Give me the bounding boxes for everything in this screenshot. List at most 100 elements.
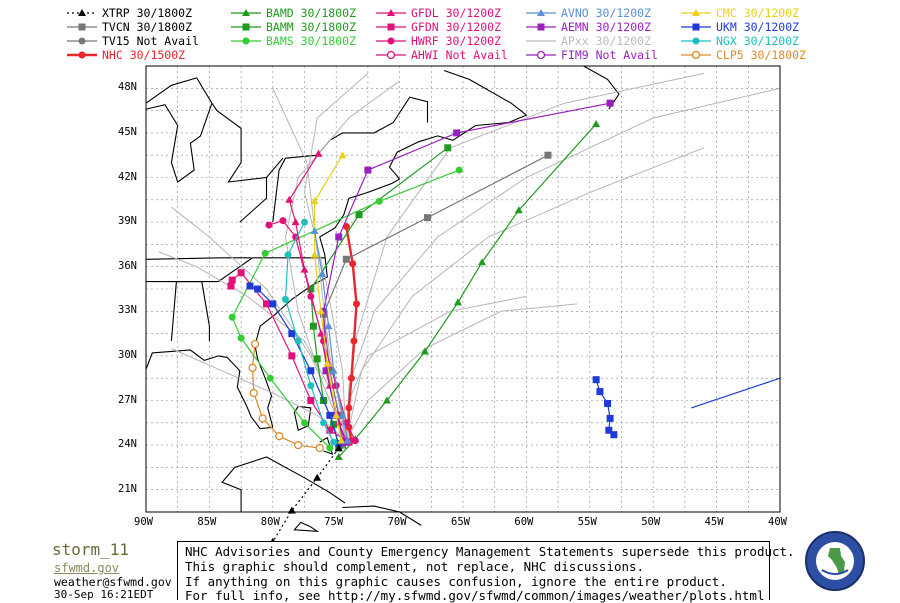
track-point-triangle (382, 396, 391, 404)
lat-tick-label: 24N (118, 438, 137, 451)
legend-item: NGX 30/1200Z (680, 34, 799, 48)
legend-label: FIM9 Not Avail (561, 48, 658, 62)
track-point-square (544, 151, 552, 159)
lon-tick-label: 65W (451, 516, 470, 528)
track-point-square (237, 269, 245, 277)
lon-tick-label: 70W (387, 516, 407, 528)
legend-swatch-icon (681, 23, 711, 31)
coastline (239, 177, 268, 223)
notice-line: This graphic should complement, not repl… (185, 559, 645, 574)
legend-label: TVCN 30/1800Z (102, 20, 193, 34)
legend-label: AHWI Not Avail (411, 48, 508, 62)
legend-item: UKM 30/1200Z (680, 20, 799, 34)
coastline-outlines (145, 65, 620, 532)
legend-swatch-icon (231, 23, 261, 31)
legend-label: APxx 30/1200Z (561, 34, 652, 48)
coastline (145, 77, 284, 183)
legend-label: XTRP 30/1800Z (102, 6, 193, 20)
notice-line: NHC Advisories and County Emergency Mana… (185, 544, 795, 559)
sfwmd-logo-text[interactable]: sfwmd.gov (54, 561, 120, 575)
legend-item: AVNO 30/1200Z (525, 6, 651, 20)
legend-swatch-icon (526, 23, 556, 31)
legend-swatch-icon (376, 23, 406, 31)
track-point-square (326, 367, 334, 375)
track-point-circle (350, 337, 358, 345)
lon-tick-label: 75W (324, 516, 344, 528)
ensemble-track (284, 80, 400, 441)
track-point-triangle (592, 119, 601, 127)
notice-line[interactable]: For full info, see http://my.sfwmd.gov/s… (185, 588, 765, 603)
track-line (268, 219, 356, 441)
track-point-triangle (334, 452, 343, 460)
coastline (293, 521, 320, 532)
track-point-triangle (310, 250, 319, 258)
track-avno (310, 227, 352, 444)
contact-email[interactable]: weather@sfwmd.gov (54, 575, 172, 589)
legend-swatch-icon (526, 50, 556, 60)
track-line (595, 379, 615, 436)
track-point-triangle (332, 411, 341, 419)
track-bamd (334, 119, 601, 460)
legend-item: NHC 30/1500Z (66, 48, 185, 62)
track-point-square (364, 166, 372, 174)
legend-label: HWRF 30/1200Z (411, 34, 502, 48)
legend-marker (537, 9, 545, 16)
track-point-triangle (324, 322, 333, 330)
ensemble-tracks (158, 72, 781, 441)
legend-marker (242, 9, 250, 16)
track-point-square (606, 99, 614, 107)
lat-tick-label: 30N (118, 348, 137, 361)
legend-swatch-icon (681, 50, 711, 60)
track-point-square (228, 276, 236, 284)
legend-item: BAMM 30/1800Z (230, 20, 356, 34)
track-line (338, 123, 597, 458)
legend-swatch-icon (526, 9, 556, 16)
legend-marker (537, 23, 545, 31)
legend-swatch-icon (231, 37, 261, 45)
coastline (145, 349, 273, 430)
track-point-square (307, 367, 315, 375)
track-point-circle (279, 217, 287, 225)
track-point-square (604, 399, 612, 407)
legend-item: BAMS 30/1800Z (230, 34, 356, 48)
coastline (145, 103, 213, 183)
track-point-circle (320, 419, 328, 427)
legend-marker (692, 23, 700, 31)
track-point-circle (307, 292, 315, 300)
track-point-square (606, 414, 614, 422)
lat-tick-label: 39N (118, 215, 137, 228)
legend-item: HWRF 30/1200Z (375, 34, 501, 48)
legend-marker (78, 37, 86, 45)
track-ukm2 (592, 376, 618, 439)
legend-item: TV15 Not Avail (66, 34, 199, 48)
track-point-square (342, 255, 350, 263)
legend-label: GFDN 30/1200Z (411, 20, 502, 34)
track-aemn (320, 99, 614, 446)
lon-tick-label: 45W (704, 516, 724, 528)
track-point-square (262, 300, 270, 308)
track-ngx (281, 218, 338, 446)
ensemble-track (171, 348, 347, 441)
coastline (145, 257, 252, 260)
lon-tick-label: 55W (577, 516, 597, 528)
ensemble-track (171, 206, 347, 441)
notice-line: If anything on this graphic causes confu… (185, 574, 727, 589)
legend-swatch-icon (526, 40, 556, 42)
lon-tick-label: 50W (641, 516, 661, 528)
legend-label: BAMS 30/1800Z (266, 34, 357, 48)
legend-swatch-icon (681, 9, 711, 16)
track-point-square (309, 322, 317, 330)
track-point-triangle (338, 151, 347, 159)
track-point-square (592, 376, 600, 384)
track-point-triangle (313, 473, 322, 481)
lat-tick-label: 33N (118, 304, 137, 317)
lat-tick-label: 42N (118, 170, 137, 183)
legend-label: UKM 30/1200Z (716, 20, 800, 34)
lat-tick-label: 48N (118, 81, 137, 94)
lon-tick-label: 90W (134, 516, 153, 528)
legend-marker (387, 23, 395, 31)
track-point-triangle (514, 206, 523, 214)
map-frame (145, 65, 781, 513)
track-clp5 (248, 339, 324, 453)
